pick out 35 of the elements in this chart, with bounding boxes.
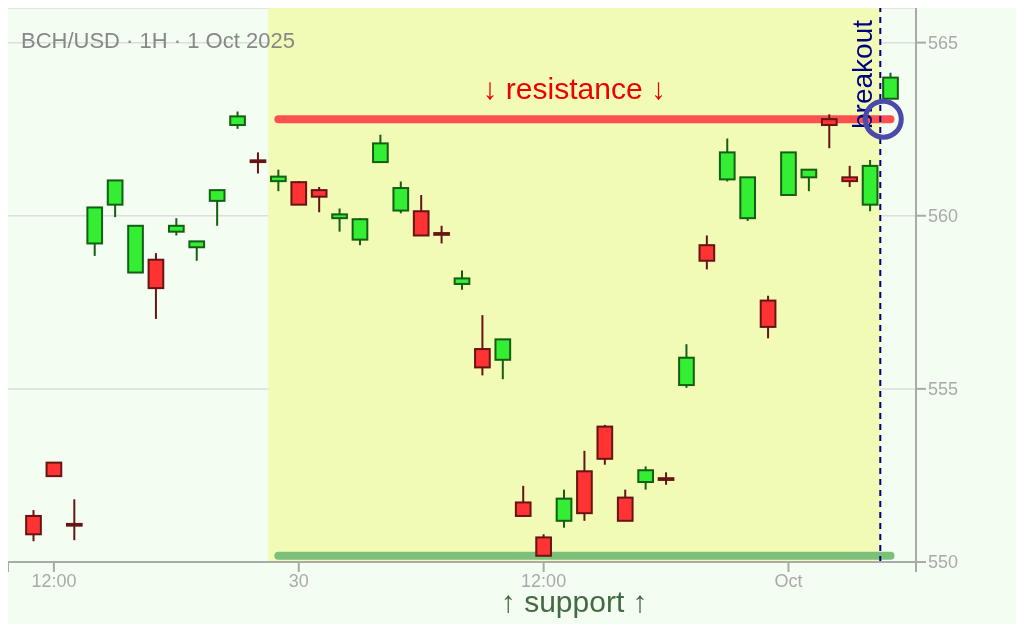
candlestick xyxy=(249,151,267,175)
candlestick xyxy=(372,133,389,164)
x-tick-label: 12:00 xyxy=(31,570,77,591)
candlestick xyxy=(841,164,859,189)
candlestick xyxy=(208,189,226,227)
candlestick xyxy=(494,338,512,381)
candlestick xyxy=(820,113,838,150)
x-tick-label: Oct xyxy=(774,570,803,591)
candlestick xyxy=(535,533,552,557)
candlestick xyxy=(474,314,491,377)
y-tick-label: 555 xyxy=(928,379,959,400)
annotation: ↓ resistance ↓ xyxy=(482,72,666,106)
x-tick-label: 30 xyxy=(288,570,309,591)
candlestick xyxy=(637,465,654,491)
candlestick xyxy=(514,484,532,518)
candlestick xyxy=(270,168,287,193)
ref-line-label: breakout xyxy=(847,19,879,129)
y-tick-label: 560 xyxy=(928,206,959,227)
candlestick xyxy=(331,207,348,233)
text: BCH/USD · 1H · 1 Oct 2025 xyxy=(21,28,295,54)
candlestick xyxy=(698,234,716,271)
candlestick xyxy=(188,240,206,262)
candlestick xyxy=(453,269,471,291)
candlestick xyxy=(25,509,42,543)
candlestick xyxy=(392,180,410,215)
candlestick xyxy=(616,488,634,522)
candlestick xyxy=(800,168,818,193)
candlestick xyxy=(65,498,83,542)
candlestick xyxy=(882,71,899,100)
y-tick-label: 565 xyxy=(928,33,959,54)
candlestick xyxy=(310,186,328,214)
candlestick xyxy=(555,488,573,529)
y-tick-label: 550 xyxy=(928,552,959,573)
candlestick xyxy=(351,217,369,247)
candlestick xyxy=(290,180,308,206)
